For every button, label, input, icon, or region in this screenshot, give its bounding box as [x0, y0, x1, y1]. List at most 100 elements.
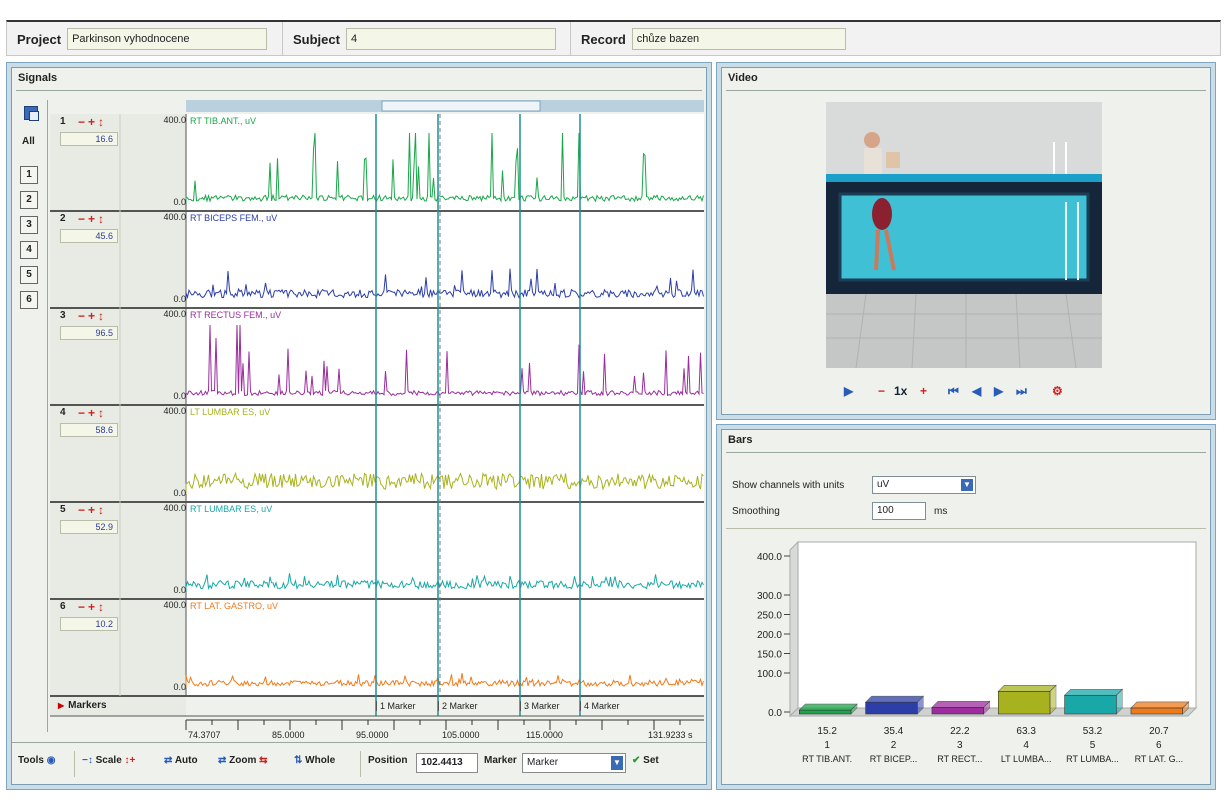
smoothing-input[interactable]: 100	[872, 502, 926, 520]
marker-tag-1[interactable]: 1 Marker	[376, 701, 416, 711]
channel-scale-controls[interactable]: −+↕	[78, 503, 108, 517]
y-tick-label: 100.0	[757, 669, 782, 680]
set-marker-button[interactable]: ✔ Set	[632, 755, 659, 766]
channel-scale-controls[interactable]: −+↕	[78, 406, 108, 420]
signal-name-2: RT BICEPS FEM., uV	[190, 213, 278, 223]
signal-name-3: RT RECTUS FEM., uV	[190, 310, 282, 320]
channel-button-2[interactable]: 2	[20, 191, 38, 209]
bar-front	[865, 701, 918, 715]
bar-side	[917, 695, 924, 715]
speed-down-icon[interactable]: −	[878, 384, 886, 398]
scale-button[interactable]: −↕ Scale ↕+	[82, 755, 136, 766]
channel-ymin: 0.0	[173, 294, 186, 304]
bar-channel-name: RT RECT...	[937, 754, 982, 764]
subject-section: Subject 4	[283, 22, 571, 56]
y-tick-label: 150.0	[757, 650, 782, 661]
time-tick-label: 131.9233 s	[648, 730, 693, 740]
speed-up-icon[interactable]: +	[920, 384, 928, 398]
zoom-button[interactable]: ⇄ Zoom ⇆	[218, 755, 268, 766]
skip-end-icon[interactable]: ⏭	[1016, 384, 1027, 398]
bar-front	[997, 691, 1051, 715]
step-back-icon[interactable]: ◀	[972, 384, 982, 398]
channel-scale-controls[interactable]: −+↕	[78, 212, 108, 226]
channel-button-1[interactable]: 1	[20, 166, 38, 184]
bar-top	[1130, 701, 1190, 709]
channel-current-value: 96.5	[60, 326, 118, 340]
video-settings-icon[interactable]: ⚙	[1052, 384, 1063, 398]
bars-plot-area	[797, 541, 1197, 709]
channel-scale-controls[interactable]: −+↕	[78, 115, 108, 129]
bars-side-wall	[789, 540, 799, 718]
chevron-down-icon: ▼	[611, 756, 623, 770]
record-field[interactable]: chůze bazen	[631, 28, 846, 50]
auto-icon: ⇄	[164, 755, 173, 766]
channel-selector: All 1 2 3 4 5 6	[16, 100, 48, 732]
time-tick-label: 95.0000	[356, 730, 389, 740]
time-scroll-thumb[interactable]	[381, 100, 541, 112]
units-select[interactable]: uV ▼	[872, 476, 976, 494]
video-player[interactable]	[826, 102, 1102, 368]
skip-start-icon[interactable]: ⏮	[948, 384, 959, 398]
bar-side	[850, 703, 858, 715]
channel-button-3[interactable]: 3	[20, 216, 38, 234]
marker-tag-4[interactable]: 4 Marker	[580, 701, 620, 711]
subject-field[interactable]: 4	[345, 28, 556, 50]
bar-side	[983, 700, 991, 715]
bar-front	[1130, 707, 1184, 715]
channel-current-value: 10.2	[60, 617, 118, 631]
bar-top	[864, 695, 925, 703]
bar-2	[864, 695, 925, 715]
signal-name-1: RT TIB.ANT., uV	[190, 116, 257, 126]
marker-tag-2[interactable]: 2 Marker	[438, 701, 478, 711]
step-forward-icon[interactable]: ▶	[994, 384, 1004, 398]
bar-channel-name: LT LUMBA...	[1001, 754, 1052, 764]
marker-select[interactable]: Marker ▼	[522, 753, 626, 773]
marker-tag-3[interactable]: 3 Marker	[520, 701, 560, 711]
toolbar-separator	[74, 751, 75, 777]
bar-front	[1064, 694, 1117, 715]
bar-value-label: 22.2	[950, 726, 970, 737]
copy-icon[interactable]	[24, 106, 39, 121]
bar-top	[931, 701, 991, 708]
signals-panel: Signals All 1 2 3 4 5 6 1 −+↕ 16.6 400.0 0.0 RT TI…	[11, 67, 707, 785]
signal-trace-6	[185, 673, 704, 688]
y-tick-label: 300.0	[757, 591, 782, 602]
bar-1	[798, 703, 858, 715]
whole-button[interactable]: ⇅ Whole	[294, 755, 336, 766]
tools-label: Tools ◉	[18, 755, 56, 766]
bar-category-label: 6	[1156, 740, 1162, 751]
channel-ymax: 400.0	[163, 115, 186, 125]
signal-row-3	[50, 308, 704, 406]
bar-category-label: 2	[891, 740, 897, 751]
scale-down-icon: −↕	[82, 755, 93, 766]
y-tick-label: 0.0	[768, 708, 782, 719]
channel-ymax: 400.0	[163, 406, 186, 416]
marker-label: Marker	[484, 755, 517, 766]
bar-value-label: 53.2	[1083, 726, 1103, 737]
bar-category-label: 1	[824, 740, 830, 751]
bar-value-label: 63.3	[1016, 726, 1036, 737]
bar-side	[1182, 701, 1190, 715]
channel-scale-controls[interactable]: −+↕	[78, 600, 108, 614]
play-icon[interactable]: ▶	[844, 384, 854, 398]
smoothing-unit: ms	[934, 506, 948, 517]
channel-button-6[interactable]: 6	[20, 291, 38, 309]
channel-ymin: 0.0	[173, 391, 186, 401]
channel-scale-controls[interactable]: −+↕	[78, 309, 108, 323]
project-section: Project Parkinson vyhodnocene	[7, 22, 283, 56]
bar-front	[931, 707, 985, 715]
bars-chart: 0.0 100.0 150.0 200.0 250.0 300.0 400.0 15.2 1 RT…	[722, 536, 1210, 780]
signals-plot[interactable]	[50, 100, 704, 732]
channel-ymax: 400.0	[163, 600, 186, 610]
project-field[interactable]: Parkinson vyhodnocene	[67, 28, 268, 50]
channel-number: 4	[60, 407, 66, 418]
signal-trace-4	[185, 471, 704, 494]
position-input[interactable]: 102.4413	[416, 753, 478, 773]
all-channels-button[interactable]: All	[22, 136, 35, 147]
bar-side	[1049, 684, 1057, 715]
auto-button[interactable]: ⇄ Auto	[164, 755, 198, 766]
channel-button-4[interactable]: 4	[20, 241, 38, 259]
zoom-out-icon: ⇆	[259, 755, 268, 766]
channel-button-5[interactable]: 5	[20, 266, 38, 284]
tools-toggle-icon[interactable]: ◉	[46, 755, 56, 766]
